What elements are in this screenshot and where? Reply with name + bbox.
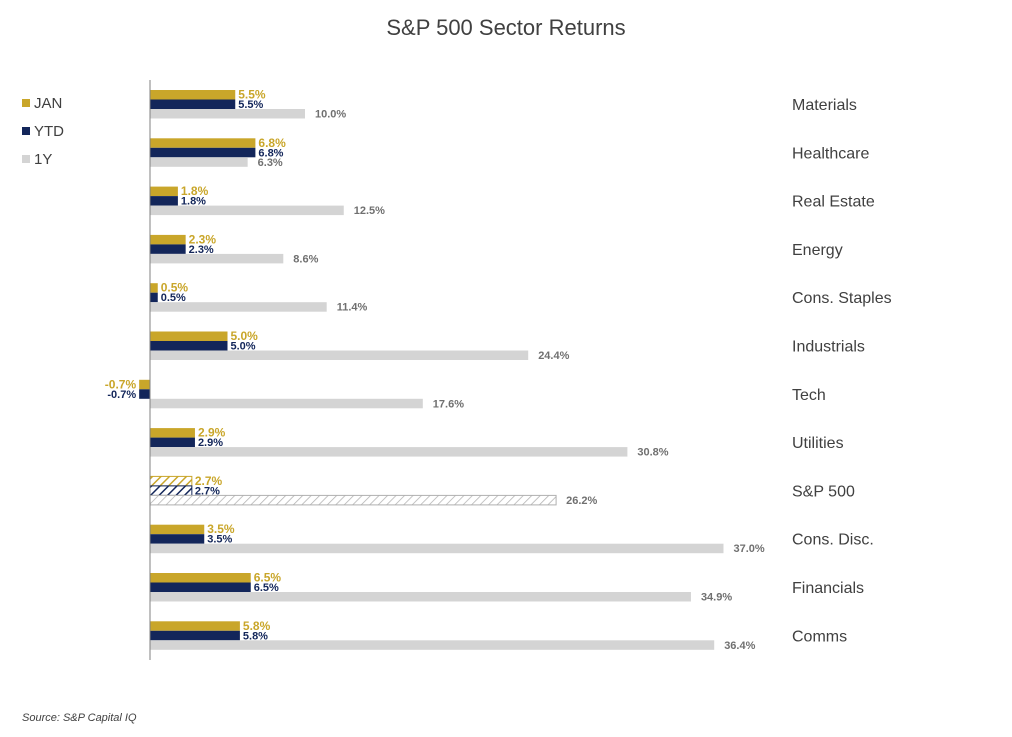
bar-materials-1y <box>150 109 305 119</box>
bar-cons-staples-1y <box>150 302 327 312</box>
bar-cons-staples-jan <box>150 283 158 293</box>
bar-s-p-500-1y <box>149 494 557 506</box>
bar-industrials-1y <box>150 350 529 360</box>
category-label-energy: Energy <box>792 242 843 259</box>
value-label-utilities-jan: 2.9% <box>198 426 226 440</box>
bar-financials-1y <box>150 592 691 602</box>
category-label-cons-staples: Cons. Staples <box>792 290 892 307</box>
value-label-comms-ytd: 5.8% <box>243 630 268 642</box>
value-label-materials-jan: 5.5% <box>238 88 266 102</box>
value-label-tech-ytd: -0.7% <box>107 389 136 401</box>
value-label-cons-disc-1y: 37.0% <box>734 543 765 555</box>
value-label-cons-staples-ytd: 0.5% <box>161 292 186 304</box>
bar-s-p-500-jan <box>149 475 193 487</box>
bar-cons-disc-ytd <box>150 534 205 544</box>
legend-swatch-ytd <box>22 127 30 135</box>
bar-utilities-ytd <box>150 437 195 448</box>
value-label-real-estate-ytd: 1.8% <box>181 196 206 208</box>
legend-label-jan: JAN <box>34 94 63 112</box>
bar-cons-disc-jan <box>150 524 205 535</box>
value-label-financials-1y: 34.9% <box>701 592 732 604</box>
bar-comms-jan <box>150 621 240 631</box>
value-label-cons-staples-jan: 0.5% <box>161 281 189 295</box>
bar-healthcare-jan <box>150 138 256 148</box>
value-label-healthcare-jan: 6.8% <box>258 136 286 150</box>
chart-title: S&P 500 Sector Returns <box>386 15 626 40</box>
bar-real-estate-jan <box>150 186 178 197</box>
value-label-cons-disc-ytd: 3.5% <box>207 534 232 546</box>
bar-healthcare-1y <box>150 157 248 167</box>
legend-item-jan: JAN <box>22 89 64 117</box>
bar-cons-staples-ytd <box>150 292 158 303</box>
legend-label-ytd: YTD <box>34 122 64 140</box>
bar-real-estate-ytd <box>150 196 178 206</box>
bar-industrials-jan <box>150 331 228 341</box>
source-note: Source: S&P Capital IQ <box>22 712 137 724</box>
category-label-healthcare: Healthcare <box>792 145 869 162</box>
bars-layer: 5.5%5.5%10.0%Materials6.8%6.8%6.3%Health… <box>105 88 892 652</box>
bar-energy-1y <box>150 253 284 264</box>
bar-financials-ytd <box>150 582 251 592</box>
legend-swatch-jan <box>22 99 30 107</box>
value-label-comms-1y: 36.4% <box>724 640 755 652</box>
value-label-industrials-ytd: 5.0% <box>231 341 256 353</box>
value-label-industrials-1y: 24.4% <box>538 350 569 362</box>
value-label-energy-ytd: 2.3% <box>189 244 214 256</box>
value-label-cons-disc-jan: 3.5% <box>207 522 235 536</box>
value-label-energy-1y: 8.6% <box>293 253 318 265</box>
value-label-energy-jan: 2.3% <box>189 232 217 246</box>
bar-cons-disc-1y <box>150 543 724 554</box>
bar-tech-jan <box>139 379 150 390</box>
bar-utilities-1y <box>150 447 628 457</box>
bar-s-p-500-ytd <box>149 485 193 496</box>
value-label-tech-1y: 17.6% <box>433 398 464 410</box>
bar-industrials-ytd <box>150 341 228 351</box>
category-label-tech: Tech <box>792 387 826 404</box>
legend-item-1y: 1Y <box>22 145 64 173</box>
bar-comms-ytd <box>150 630 240 641</box>
bar-comms-1y <box>150 640 715 650</box>
value-label-utilities-ytd: 2.9% <box>198 437 223 449</box>
value-label-healthcare-1y: 6.3% <box>258 157 283 169</box>
legend-label-1y: 1Y <box>34 150 53 168</box>
category-label-financials: Financials <box>792 580 864 597</box>
value-label-real-estate-jan: 1.8% <box>181 184 209 198</box>
category-label-utilities: Utilities <box>792 435 844 452</box>
legend-swatch-1y <box>22 155 30 163</box>
bar-tech-1y <box>150 398 423 409</box>
bar-utilities-jan <box>150 428 195 438</box>
value-label-materials-1y: 10.0% <box>315 109 346 121</box>
value-label-s-p-500-jan: 2.7% <box>195 474 223 488</box>
value-label-cons-staples-1y: 11.4% <box>337 302 368 314</box>
bar-energy-ytd <box>150 244 186 254</box>
value-label-financials-jan: 6.5% <box>254 571 282 585</box>
bar-healthcare-ytd <box>150 147 256 158</box>
value-label-healthcare-ytd: 6.8% <box>258 147 283 159</box>
category-label-cons-disc: Cons. Disc. <box>792 532 874 549</box>
bar-real-estate-1y <box>150 205 344 216</box>
category-label-real-estate: Real Estate <box>792 194 875 211</box>
category-label-industrials: Industrials <box>792 339 865 356</box>
value-label-s-p-500-ytd: 2.7% <box>195 485 220 497</box>
legend: JAN YTD 1Y <box>22 89 64 173</box>
bar-energy-jan <box>150 234 186 245</box>
bar-materials-jan <box>150 90 236 100</box>
bar-tech-ytd <box>139 389 150 399</box>
category-label-materials: Materials <box>792 97 857 114</box>
value-label-tech-jan: -0.7% <box>105 377 137 391</box>
value-label-real-estate-1y: 12.5% <box>354 205 385 217</box>
value-label-comms-jan: 5.8% <box>243 619 271 633</box>
value-label-materials-ytd: 5.5% <box>238 99 263 111</box>
category-label-comms: Comms <box>792 628 847 645</box>
bar-financials-jan <box>150 573 251 583</box>
value-label-financials-ytd: 6.5% <box>254 582 279 594</box>
legend-item-ytd: YTD <box>22 117 64 145</box>
value-label-industrials-jan: 5.0% <box>231 329 259 343</box>
category-label-s-p-500: S&P 500 <box>792 483 855 500</box>
value-label-s-p-500-1y: 26.2% <box>566 495 597 507</box>
value-label-utilities-1y: 30.8% <box>637 447 668 459</box>
bar-materials-ytd <box>150 99 236 109</box>
